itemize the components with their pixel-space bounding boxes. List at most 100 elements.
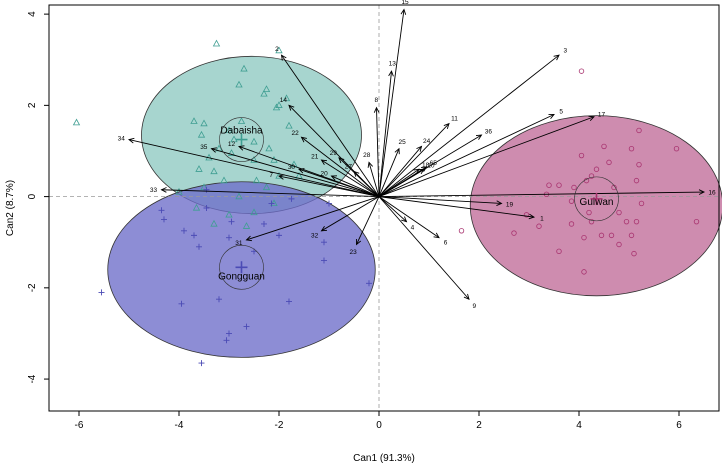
vector-label-30: 30 (288, 164, 296, 171)
point-gongguan (223, 337, 230, 344)
vector-label-11: 11 (451, 115, 458, 122)
point-dabaisha (242, 222, 251, 229)
point-guiwan (608, 232, 615, 239)
vector-arrowhead-32 (320, 225, 328, 232)
plot-frame (48, 4, 720, 412)
vector-arrowhead-6 (433, 232, 440, 239)
vector-arrowhead-12 (238, 145, 245, 151)
vector-33 (161, 189, 380, 198)
group-label-dabaisha: Dabaisha (220, 126, 263, 137)
vector-arrowhead-14 (288, 104, 295, 111)
vector-5 (378, 114, 555, 198)
vector-22 (301, 136, 380, 197)
point-guiwan (578, 152, 585, 159)
vector-label-1: 1 (540, 216, 544, 223)
point-guiwan (511, 230, 517, 236)
point-guiwan (578, 68, 585, 74)
vector-label-9: 9 (472, 303, 476, 310)
point-guiwan (593, 166, 600, 172)
point-gongguan (268, 200, 275, 207)
point-guiwan (458, 228, 465, 234)
y-axis-title: Can2 (8.7%) (5, 180, 16, 236)
centroid-marker-dabaisha (235, 133, 248, 146)
vector-label-24: 24 (423, 138, 431, 145)
point-guiwan (628, 232, 635, 239)
vector-20 (331, 175, 380, 198)
vector-label-28: 28 (363, 152, 371, 159)
vector-arrowhead-30 (298, 168, 305, 174)
point-gongguan (243, 323, 250, 330)
vector-6 (378, 196, 440, 239)
point-gongguan (98, 289, 105, 296)
vector-34 (128, 139, 380, 198)
x-tick-label: -2 (275, 420, 284, 431)
vector-arrowhead-21 (320, 159, 328, 166)
vector-32 (321, 196, 380, 232)
vector-arrowhead-34 (127, 137, 135, 144)
point-dabaisha (190, 117, 198, 124)
vector-label-18: 18 (422, 162, 430, 169)
vector-label-4: 4 (411, 225, 415, 232)
point-gongguan (178, 300, 185, 307)
point-dabaisha (197, 130, 206, 138)
vector-24 (378, 146, 422, 197)
point-dabaisha (212, 39, 221, 47)
vector-label-21: 21 (311, 153, 319, 160)
vector-arrowhead-22 (300, 136, 307, 143)
vector-15 (378, 9, 405, 197)
point-gongguan (203, 186, 210, 193)
vector-label-29: 29 (330, 150, 338, 157)
vector-arrowhead-28 (367, 161, 374, 168)
vector-arrowhead-8 (373, 106, 380, 113)
vector-arrowhead-2 (280, 54, 287, 61)
point-guiwan (546, 182, 552, 188)
vector-arrowhead-24 (416, 145, 423, 152)
vector-1 (378, 196, 535, 218)
vector-23 (356, 196, 380, 245)
vector-arrowhead-36 (475, 134, 483, 140)
vector-8 (376, 107, 380, 197)
point-dabaisha (250, 155, 258, 163)
zero-reference-lines (49, 5, 719, 411)
point-dabaisha (275, 46, 283, 54)
point-gongguan (288, 195, 295, 202)
point-gongguan (216, 296, 222, 303)
point-guiwan (568, 221, 575, 227)
y-tick-label: 4 (27, 11, 38, 17)
vector-arrowhead-33 (160, 187, 167, 193)
vector-arrowhead-5 (548, 113, 555, 120)
point-gongguan (286, 298, 292, 305)
point-dabaisha (210, 219, 218, 227)
point-guiwan (673, 145, 680, 152)
vector-label-20: 20 (321, 170, 329, 177)
point-guiwan (556, 248, 562, 255)
point-gongguan (321, 257, 327, 264)
point-dabaisha (270, 199, 278, 207)
point-guiwan (633, 218, 640, 225)
vector-arrowhead-29 (338, 157, 345, 164)
point-guiwan (601, 143, 607, 150)
point-guiwan (581, 269, 587, 275)
x-tick-label: 0 (376, 420, 382, 431)
vector-label-8: 8 (374, 97, 378, 104)
point-dabaisha (72, 118, 81, 126)
point-guiwan (636, 161, 642, 168)
point-gongguan (366, 280, 372, 287)
point-gongguan (276, 232, 282, 239)
vector-arrowhead-20 (330, 175, 338, 181)
group-label-guiwan: Guiwan (580, 197, 614, 208)
observation-points (72, 39, 700, 367)
group-label-gongguan: Gongguan (218, 271, 265, 282)
point-gongguan (203, 205, 210, 211)
point-dabaisha (195, 165, 203, 172)
x-tick-label: -4 (175, 420, 184, 431)
point-gongguan (158, 207, 165, 214)
vector-label-35: 35 (200, 144, 208, 151)
centroid-marker-guiwan (590, 192, 603, 205)
vector-arrowhead-11 (443, 122, 450, 129)
variable-vectors: 12 34567891011121314151617181920212223242… (118, 0, 716, 310)
vector-label-17: 17 (598, 111, 606, 118)
point-dabaisha (200, 119, 208, 127)
point-dabaisha (175, 187, 183, 195)
